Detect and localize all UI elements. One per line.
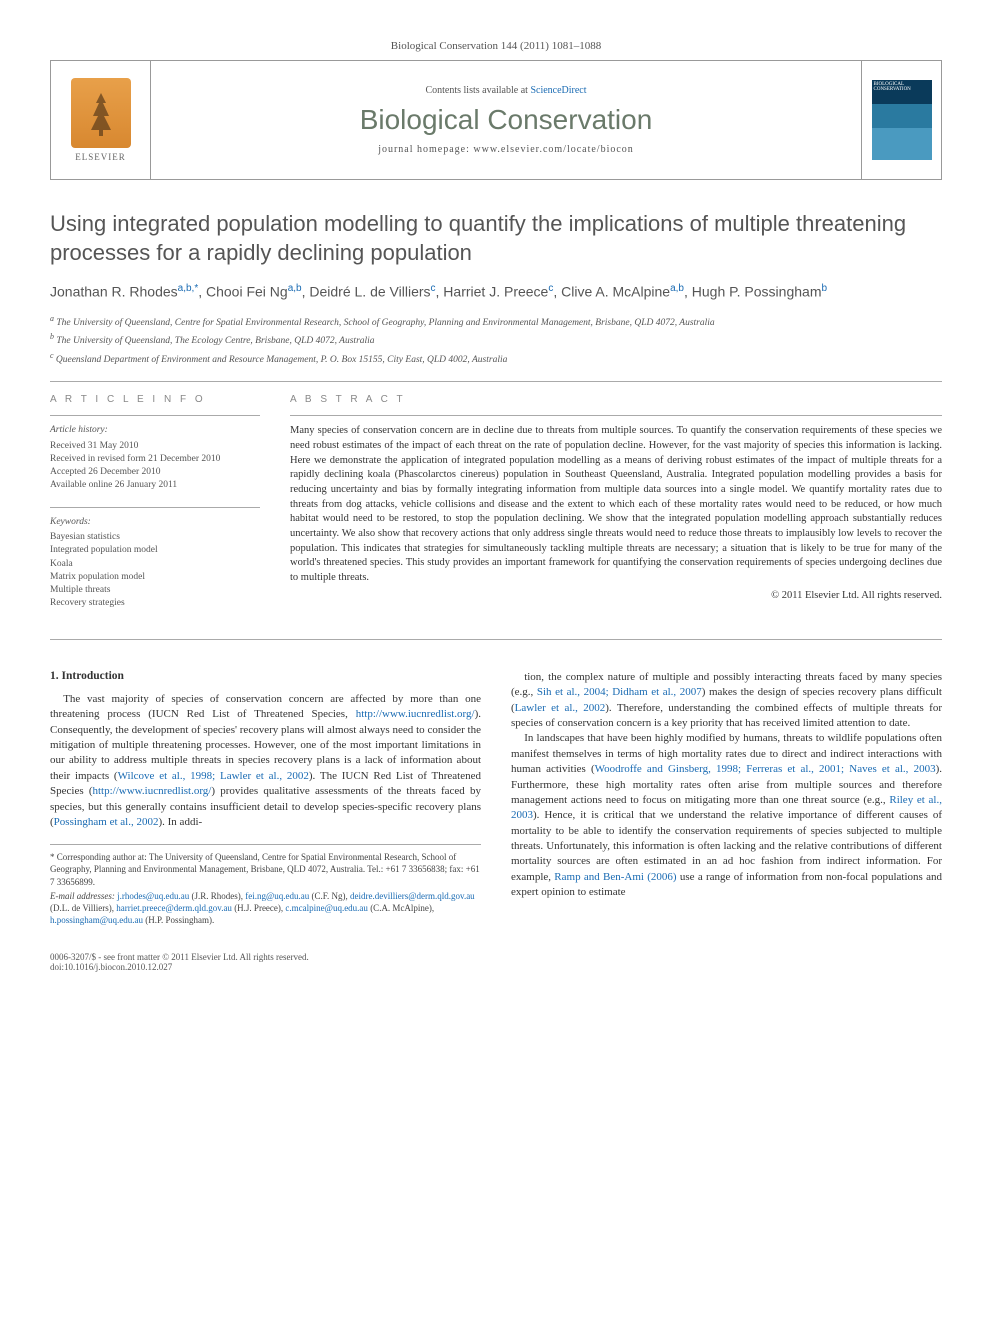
footer-doi: doi:10.1016/j.biocon.2010.12.027	[50, 962, 309, 972]
email-label: E-mail addresses:	[50, 891, 115, 901]
affil-sup: a	[50, 314, 54, 323]
affiliations: a The University of Queensland, Centre f…	[50, 313, 942, 367]
citation-link[interactable]: Riley et al., 2003	[511, 794, 942, 821]
elsevier-tree-icon	[71, 78, 131, 148]
citation-link[interactable]: h.possingham@uq.edu.au	[50, 915, 143, 925]
article-info-heading: A R T I C L E I N F O	[50, 394, 260, 405]
affiliation-line: a The University of Queensland, Centre f…	[50, 313, 942, 330]
elsevier-logo[interactable]: ELSEVIER	[51, 61, 151, 179]
rule-bottom	[50, 639, 942, 640]
abstract-heading: A B S T R A C T	[290, 394, 942, 405]
history-line: Available online 26 January 2011	[50, 479, 260, 492]
journal-homepage: journal homepage: www.elsevier.com/locat…	[378, 144, 634, 155]
header-center: Contents lists available at ScienceDirec…	[151, 61, 861, 179]
citation-link[interactable]: Sih et al., 2004; Didham et al., 2007	[537, 686, 702, 698]
citation-link[interactable]: j.rhodes@uq.edu.au	[117, 891, 189, 901]
journal-header: ELSEVIER Contents lists available at Sci…	[50, 60, 942, 180]
author-affil-sup: c	[431, 283, 436, 294]
elsevier-label: ELSEVIER	[75, 152, 126, 162]
citation-link[interactable]: c.mcalpine@uq.edu.au	[285, 903, 368, 913]
abstract-copyright: © 2011 Elsevier Ltd. All rights reserved…	[290, 590, 942, 601]
footnotes-block: * Corresponding author at: The Universit…	[50, 844, 481, 926]
history-label: Article history:	[50, 424, 260, 437]
journal-cover-thumb[interactable]: BIOLOGICAL CONSERVATION	[861, 61, 941, 179]
history-line: Accepted 26 December 2010	[50, 466, 260, 479]
corresponding-author: * Corresponding author at: The Universit…	[50, 851, 481, 887]
journal-title: Biological Conservation	[360, 104, 653, 136]
citation-link[interactable]: http://www.iucnredlist.org/	[356, 708, 475, 720]
intro-text-left: The vast majority of species of conserva…	[50, 692, 481, 831]
footer-copyright: 0006-3207/$ - see front matter © 2011 El…	[50, 952, 309, 962]
keyword-line: Matrix population model	[50, 571, 260, 584]
citation-link[interactable]: fei.ng@uq.edu.au	[245, 891, 309, 901]
author-affil-sup: a,b,*	[178, 283, 199, 294]
right-column: tion, the complex nature of multiple and…	[511, 670, 942, 926]
citation-link[interactable]: Wilcove et al., 1998; Lawler et al., 200…	[118, 770, 309, 782]
citation-link[interactable]: harriet.preece@derm.qld.gov.au	[116, 903, 232, 913]
contents-prefix: Contents lists available at	[425, 85, 530, 96]
abstract-text: Many species of conservation concern are…	[290, 424, 942, 586]
keyword-line: Koala	[50, 558, 260, 571]
history-line: Received in revised form 21 December 201…	[50, 453, 260, 466]
section-1-heading: 1. Introduction	[50, 670, 481, 682]
authors-list: Jonathan R. Rhodesa,b,*, Chooi Fei Nga,b…	[50, 281, 942, 303]
sciencedirect-link[interactable]: ScienceDirect	[530, 85, 586, 96]
keyword-line: Recovery strategies	[50, 597, 260, 610]
rule-abstract	[290, 415, 942, 416]
cover-image: BIOLOGICAL CONSERVATION	[872, 80, 932, 160]
author-affil-sup: a,b	[670, 283, 684, 294]
article-info-block: A R T I C L E I N F O Article history: R…	[50, 394, 260, 625]
contents-available-line: Contents lists available at ScienceDirec…	[425, 85, 586, 96]
rule-info-1	[50, 415, 260, 416]
cover-label: BIOLOGICAL CONSERVATION	[874, 82, 911, 92]
intro-text-right: tion, the complex nature of multiple and…	[511, 670, 942, 901]
keywords-label: Keywords:	[50, 516, 260, 529]
citation-link[interactable]: http://www.iucnredlist.org/	[93, 785, 212, 797]
page-footer: 0006-3207/$ - see front matter © 2011 El…	[50, 946, 942, 972]
affiliation-line: b The University of Queensland, The Ecol…	[50, 331, 942, 348]
affil-sup: c	[50, 351, 54, 360]
history-line: Received 31 May 2010	[50, 440, 260, 453]
keyword-line: Multiple threats	[50, 584, 260, 597]
citation-link[interactable]: Woodroffe and Ginsberg, 1998; Ferreras e…	[595, 763, 936, 775]
article-title: Using integrated population modelling to…	[50, 210, 942, 267]
abstract-block: A B S T R A C T Many species of conserva…	[290, 394, 942, 625]
citation-link[interactable]: Ramp and Ben-Ami (2006)	[554, 871, 676, 883]
keyword-line: Bayesian statistics	[50, 531, 260, 544]
citation-link[interactable]: Possingham et al., 2002	[54, 816, 159, 828]
author-affil-sup: c	[548, 283, 553, 294]
rule-info-2	[50, 507, 260, 508]
citation-link[interactable]: deidre.devilliers@derm.qld.gov.au	[350, 891, 475, 901]
author-affil-sup: b	[821, 283, 827, 294]
left-column: 1. Introduction The vast majority of spe…	[50, 670, 481, 926]
journal-reference: Biological Conservation 144 (2011) 1081–…	[50, 40, 942, 52]
author-affil-sup: a,b	[288, 283, 302, 294]
keyword-line: Integrated population model	[50, 544, 260, 557]
affil-sup: b	[50, 332, 54, 341]
citation-link[interactable]: Lawler et al., 2002	[515, 702, 606, 714]
affiliation-line: c Queensland Department of Environment a…	[50, 350, 942, 367]
